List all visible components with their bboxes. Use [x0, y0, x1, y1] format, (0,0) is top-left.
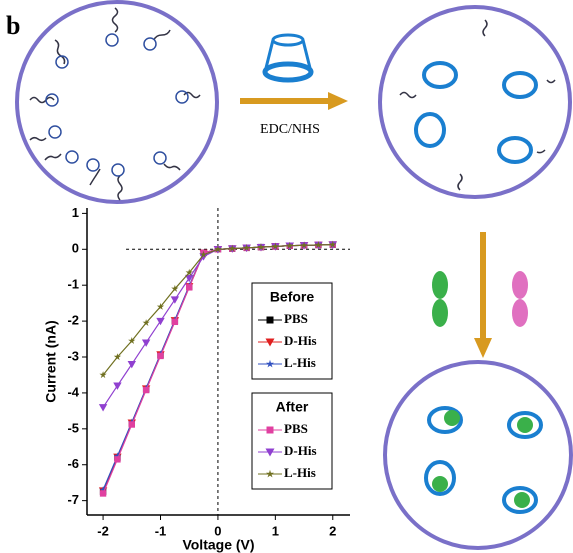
legend-label: D-His [284, 333, 317, 348]
legend-label: PBS [284, 421, 308, 436]
marker [129, 421, 135, 427]
y-tick-label: -6 [67, 456, 79, 471]
marker [142, 339, 150, 346]
marker [113, 383, 121, 390]
legend-title: After [276, 399, 309, 415]
y-tick-label: -3 [67, 348, 79, 363]
arrow-head [328, 92, 348, 110]
marker [99, 404, 107, 411]
legend-label: L-His [284, 465, 316, 480]
y-axis-label: Current (nA) [43, 320, 59, 402]
legend-title: Before [270, 289, 315, 305]
vesicle-modified [380, 7, 570, 197]
reaction-label: EDC/NHS [260, 122, 320, 137]
y-tick-label: -5 [67, 420, 79, 435]
marker [186, 284, 192, 290]
y-tick-label: 0 [72, 241, 79, 256]
x-tick-label: 1 [272, 523, 279, 538]
l-his-icon [512, 271, 528, 327]
d-his-icon [432, 271, 448, 327]
x-tick-label: -1 [155, 523, 167, 538]
marker [171, 296, 179, 303]
marker [143, 387, 149, 393]
legend-label: L-His [284, 355, 316, 370]
figure: b EDC/NHS [0, 0, 573, 553]
x-tick-label: 2 [329, 523, 336, 538]
marker [172, 319, 178, 325]
y-tick-label: -7 [67, 492, 79, 507]
legend-label: PBS [284, 311, 308, 326]
marker [100, 490, 106, 496]
arrow-head [474, 338, 492, 358]
vesicle-before [17, 2, 217, 202]
marker [267, 317, 274, 324]
y-tick-label: -1 [67, 277, 79, 292]
x-axis-label: Voltage (V) [182, 537, 254, 553]
marker [128, 361, 136, 368]
x-tick-label: -2 [97, 523, 109, 538]
marker [267, 427, 274, 434]
marker [157, 353, 163, 359]
y-tick-label: -4 [67, 384, 79, 399]
vesicle-bound [385, 362, 571, 548]
panel-label: b [6, 11, 20, 40]
y-tick-label: -2 [67, 313, 79, 328]
marker [114, 456, 120, 462]
marker [156, 318, 164, 325]
cyclodextrin-icon [265, 35, 311, 80]
legend-label: D-His [284, 443, 317, 458]
y-tick-label: 1 [72, 205, 79, 220]
